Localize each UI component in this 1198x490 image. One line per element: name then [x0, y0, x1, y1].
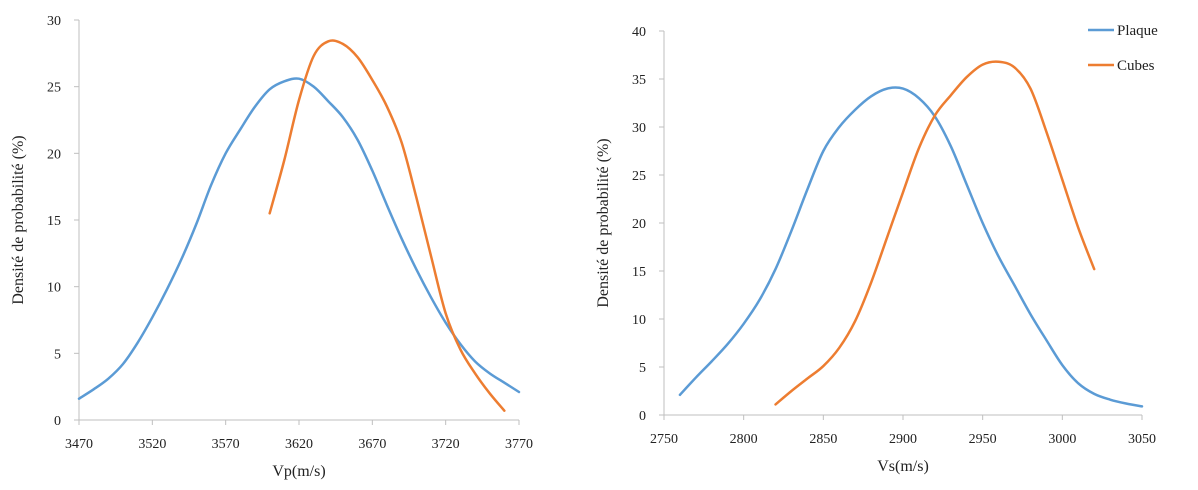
y-tick-label: 30 [47, 14, 61, 29]
legend: Plaque Cubes [1088, 23, 1158, 74]
y-tick-label: 25 [47, 81, 61, 96]
x-tick-label: 2900 [889, 432, 917, 447]
series-line-plaque-vs [678, 86, 1144, 408]
x-tick-label: 2750 [650, 432, 678, 447]
y-axis-title: Densité de probabilité (%) [595, 138, 612, 307]
legend-label-cubes: Cubes [1117, 58, 1155, 74]
x-tick-label: 3470 [65, 437, 93, 452]
y-tick-label: 10 [632, 313, 646, 328]
y-tick-label: 15 [632, 265, 646, 280]
y-axis-title: Densité de probabilité (%) [10, 135, 27, 304]
y-tick-label: 15 [47, 214, 61, 229]
y-tick-label: 5 [54, 347, 61, 362]
y-tick-label: 5 [639, 361, 646, 376]
y-tick-label: 20 [632, 217, 646, 232]
x-tick-label: 3770 [505, 437, 533, 452]
series-line-plaque-vp [77, 77, 521, 400]
x-axis-title: Vp(m/s) [272, 463, 325, 480]
y-tick-label: 30 [632, 121, 646, 136]
x-tick-label: 2950 [969, 432, 997, 447]
x-tick-label: 3000 [1048, 432, 1076, 447]
chart-vs: 0 5 10 15 20 25 30 35 40 2750 2800 2850 2900 2950 3000… [595, 25, 1156, 475]
x-tick-label: 3670 [358, 437, 386, 452]
y-tick-label: 0 [54, 414, 61, 429]
y-tick-label: 10 [47, 281, 61, 296]
y-tick-label: 35 [632, 73, 646, 88]
y-tick-label: 20 [47, 147, 61, 162]
series-line-cubes-vs [774, 60, 1096, 406]
legend-label-plaque: Plaque [1117, 23, 1158, 39]
x-tick-label: 2850 [809, 432, 837, 447]
x-tick-label: 3720 [432, 437, 460, 452]
series-line-cubes-vp [268, 39, 506, 412]
x-tick-label: 3050 [1128, 432, 1156, 447]
y-tick-label: 0 [639, 409, 646, 424]
x-tick-label: 3620 [285, 437, 313, 452]
x-axis-title: Vs(m/s) [877, 458, 929, 475]
y-tick-label: 25 [632, 169, 646, 184]
y-tick-label: 40 [632, 25, 646, 40]
x-tick-label: 3570 [212, 437, 240, 452]
x-tick-label: 3520 [138, 437, 166, 452]
chart-vp: 0 5 10 15 20 25 30 3470 3520 3570 3620 3670 3720 3770… [10, 14, 533, 480]
x-tick-label: 2800 [730, 432, 758, 447]
